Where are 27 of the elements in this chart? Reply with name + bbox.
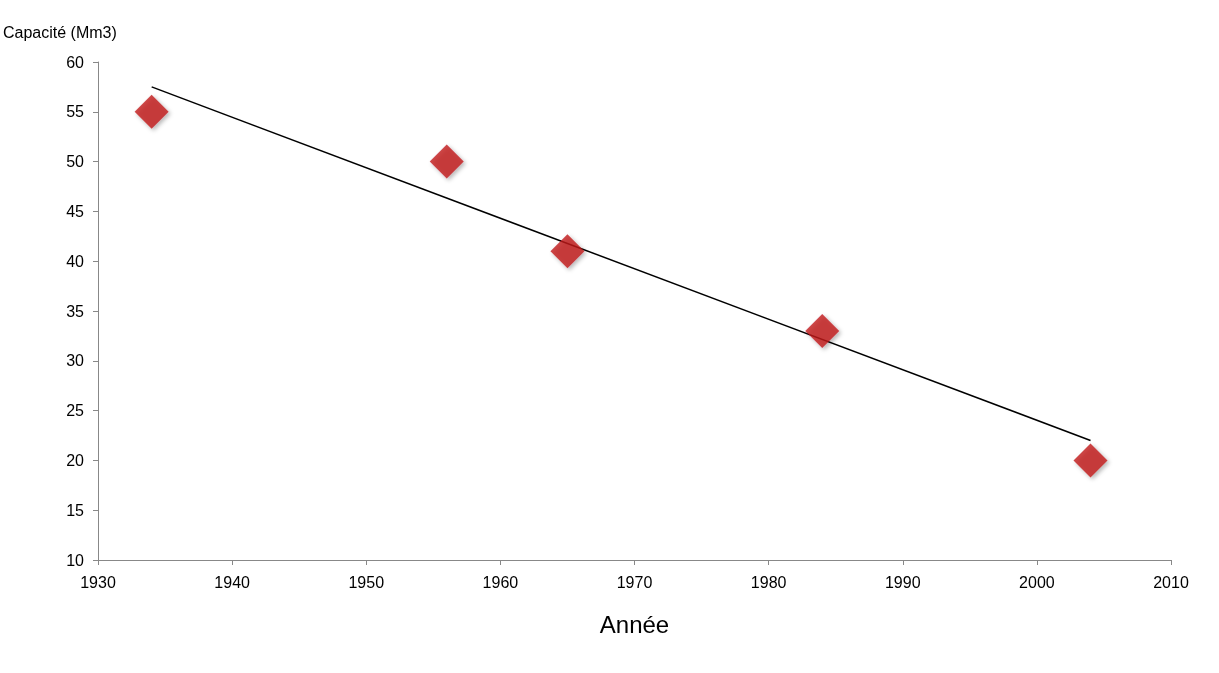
y-tick-label: 35 <box>66 302 85 320</box>
x-tick-label: 1960 <box>482 573 519 591</box>
point <box>1073 443 1108 478</box>
x-tick-label: 1990 <box>884 573 921 591</box>
y-tick-label: 55 <box>66 103 85 121</box>
point <box>550 234 585 269</box>
y-tick-label: 30 <box>66 352 85 370</box>
x-tick-label: 1930 <box>80 573 116 591</box>
point <box>429 144 464 179</box>
y-tick-label: 50 <box>66 153 85 171</box>
x-tick-label: 2010 <box>1153 573 1189 591</box>
x-tick-label: 1970 <box>616 573 653 591</box>
y-tick-label: 20 <box>66 451 85 469</box>
y-axis-title: Capacité (Mm3) <box>3 23 117 41</box>
x-tick-label: 2000 <box>1019 573 1055 591</box>
y-tick-label: 25 <box>66 402 85 420</box>
x-tick-label: 1950 <box>348 573 385 591</box>
x-tick-label: 1940 <box>214 573 251 591</box>
point <box>134 94 169 129</box>
x-tick-label: 1980 <box>750 573 787 591</box>
y-tick-label: 15 <box>66 501 85 519</box>
x-axis-title: Année <box>599 610 670 638</box>
y-tick-label: 40 <box>66 252 85 270</box>
y-tick-label: 10 <box>66 551 85 569</box>
point <box>805 313 840 348</box>
y-tick-label: 45 <box>66 202 85 220</box>
y-tick-label: 60 <box>66 53 85 71</box>
